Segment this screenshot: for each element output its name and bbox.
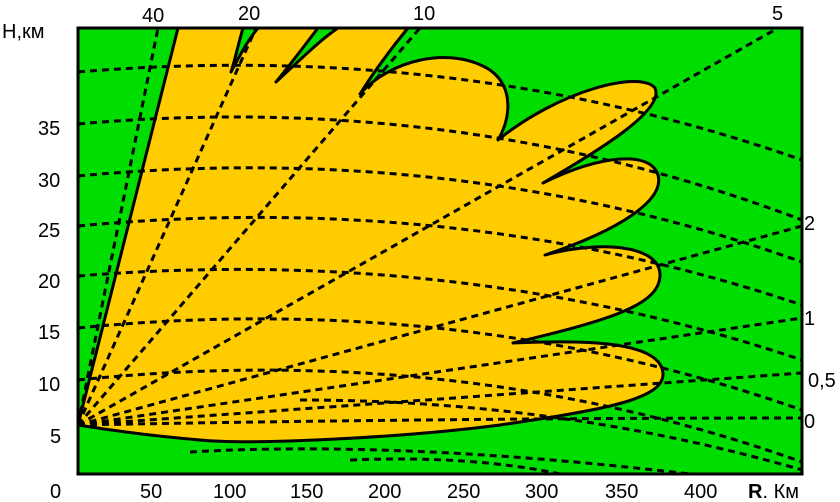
y-tick-labels: 5 10 15 20 25 30 35 [38,118,61,448]
height-curve-20 [77,267,803,362]
height-curve-10 [77,368,803,464]
x-axis-label: R. Км [748,481,799,502]
x-tick-label: 150 [290,481,323,502]
y-tick-label: 20 [38,271,60,293]
x-tick-label: 300 [525,481,558,502]
angle-labels-top: 40 20 10 5 [142,3,783,27]
ray-10 [76,27,422,426]
angle-label: 20 [238,3,260,25]
y-tick-label: 25 [38,220,60,242]
angle-label: 5 [772,3,783,25]
angle-label: 10 [413,3,435,25]
y-tick-label: 10 [38,374,60,396]
x-tick-label: 400 [684,481,717,502]
dashed-lines [76,26,803,476]
angle-labels-right: 2 1 0,5 0 [804,213,836,433]
y-tick-label: 15 [38,322,60,344]
ray-20 [76,27,258,426]
angle-label: 1 [804,308,815,330]
angle-label: 0,5 [808,370,836,392]
angle-label: 2 [804,213,815,235]
ray-2 [77,224,803,427]
height-curve-30 [77,166,803,264]
y-tick-label: 5 [50,426,61,448]
x-axis-label-bold: R [748,481,763,502]
x-axis-label-rest: . Км [762,481,799,502]
x-tick-label: 350 [605,481,638,502]
ray-0-5 [77,371,803,427]
origin-label: 0 [50,481,61,502]
height-curve-5 [299,398,803,472]
plot-frame [76,26,804,476]
height-curve-35 [77,115,803,222]
height-curve-25 [77,215,803,307]
coverage-zone [76,26,665,444]
height-curve-0a [189,447,691,476]
height-curve-40 [77,63,803,162]
x-tick-label: 50 [140,481,162,502]
y-axis-label: H,км [2,21,45,43]
x-tick-labels: 50 100 150 200 250 300 350 400 [140,481,717,502]
x-tick-label: 250 [447,481,480,502]
x-tick-label: 100 [213,481,246,502]
height-curve-0b [349,457,561,476]
ray-40 [76,27,160,426]
angle-label: 0 [804,411,815,433]
x-tick-label: 200 [368,481,401,502]
y-tick-label: 30 [38,170,60,192]
y-tick-label: 35 [38,118,60,140]
angle-label: 40 [142,5,164,27]
ray-1 [77,316,803,427]
height-curve-15 [77,317,803,412]
